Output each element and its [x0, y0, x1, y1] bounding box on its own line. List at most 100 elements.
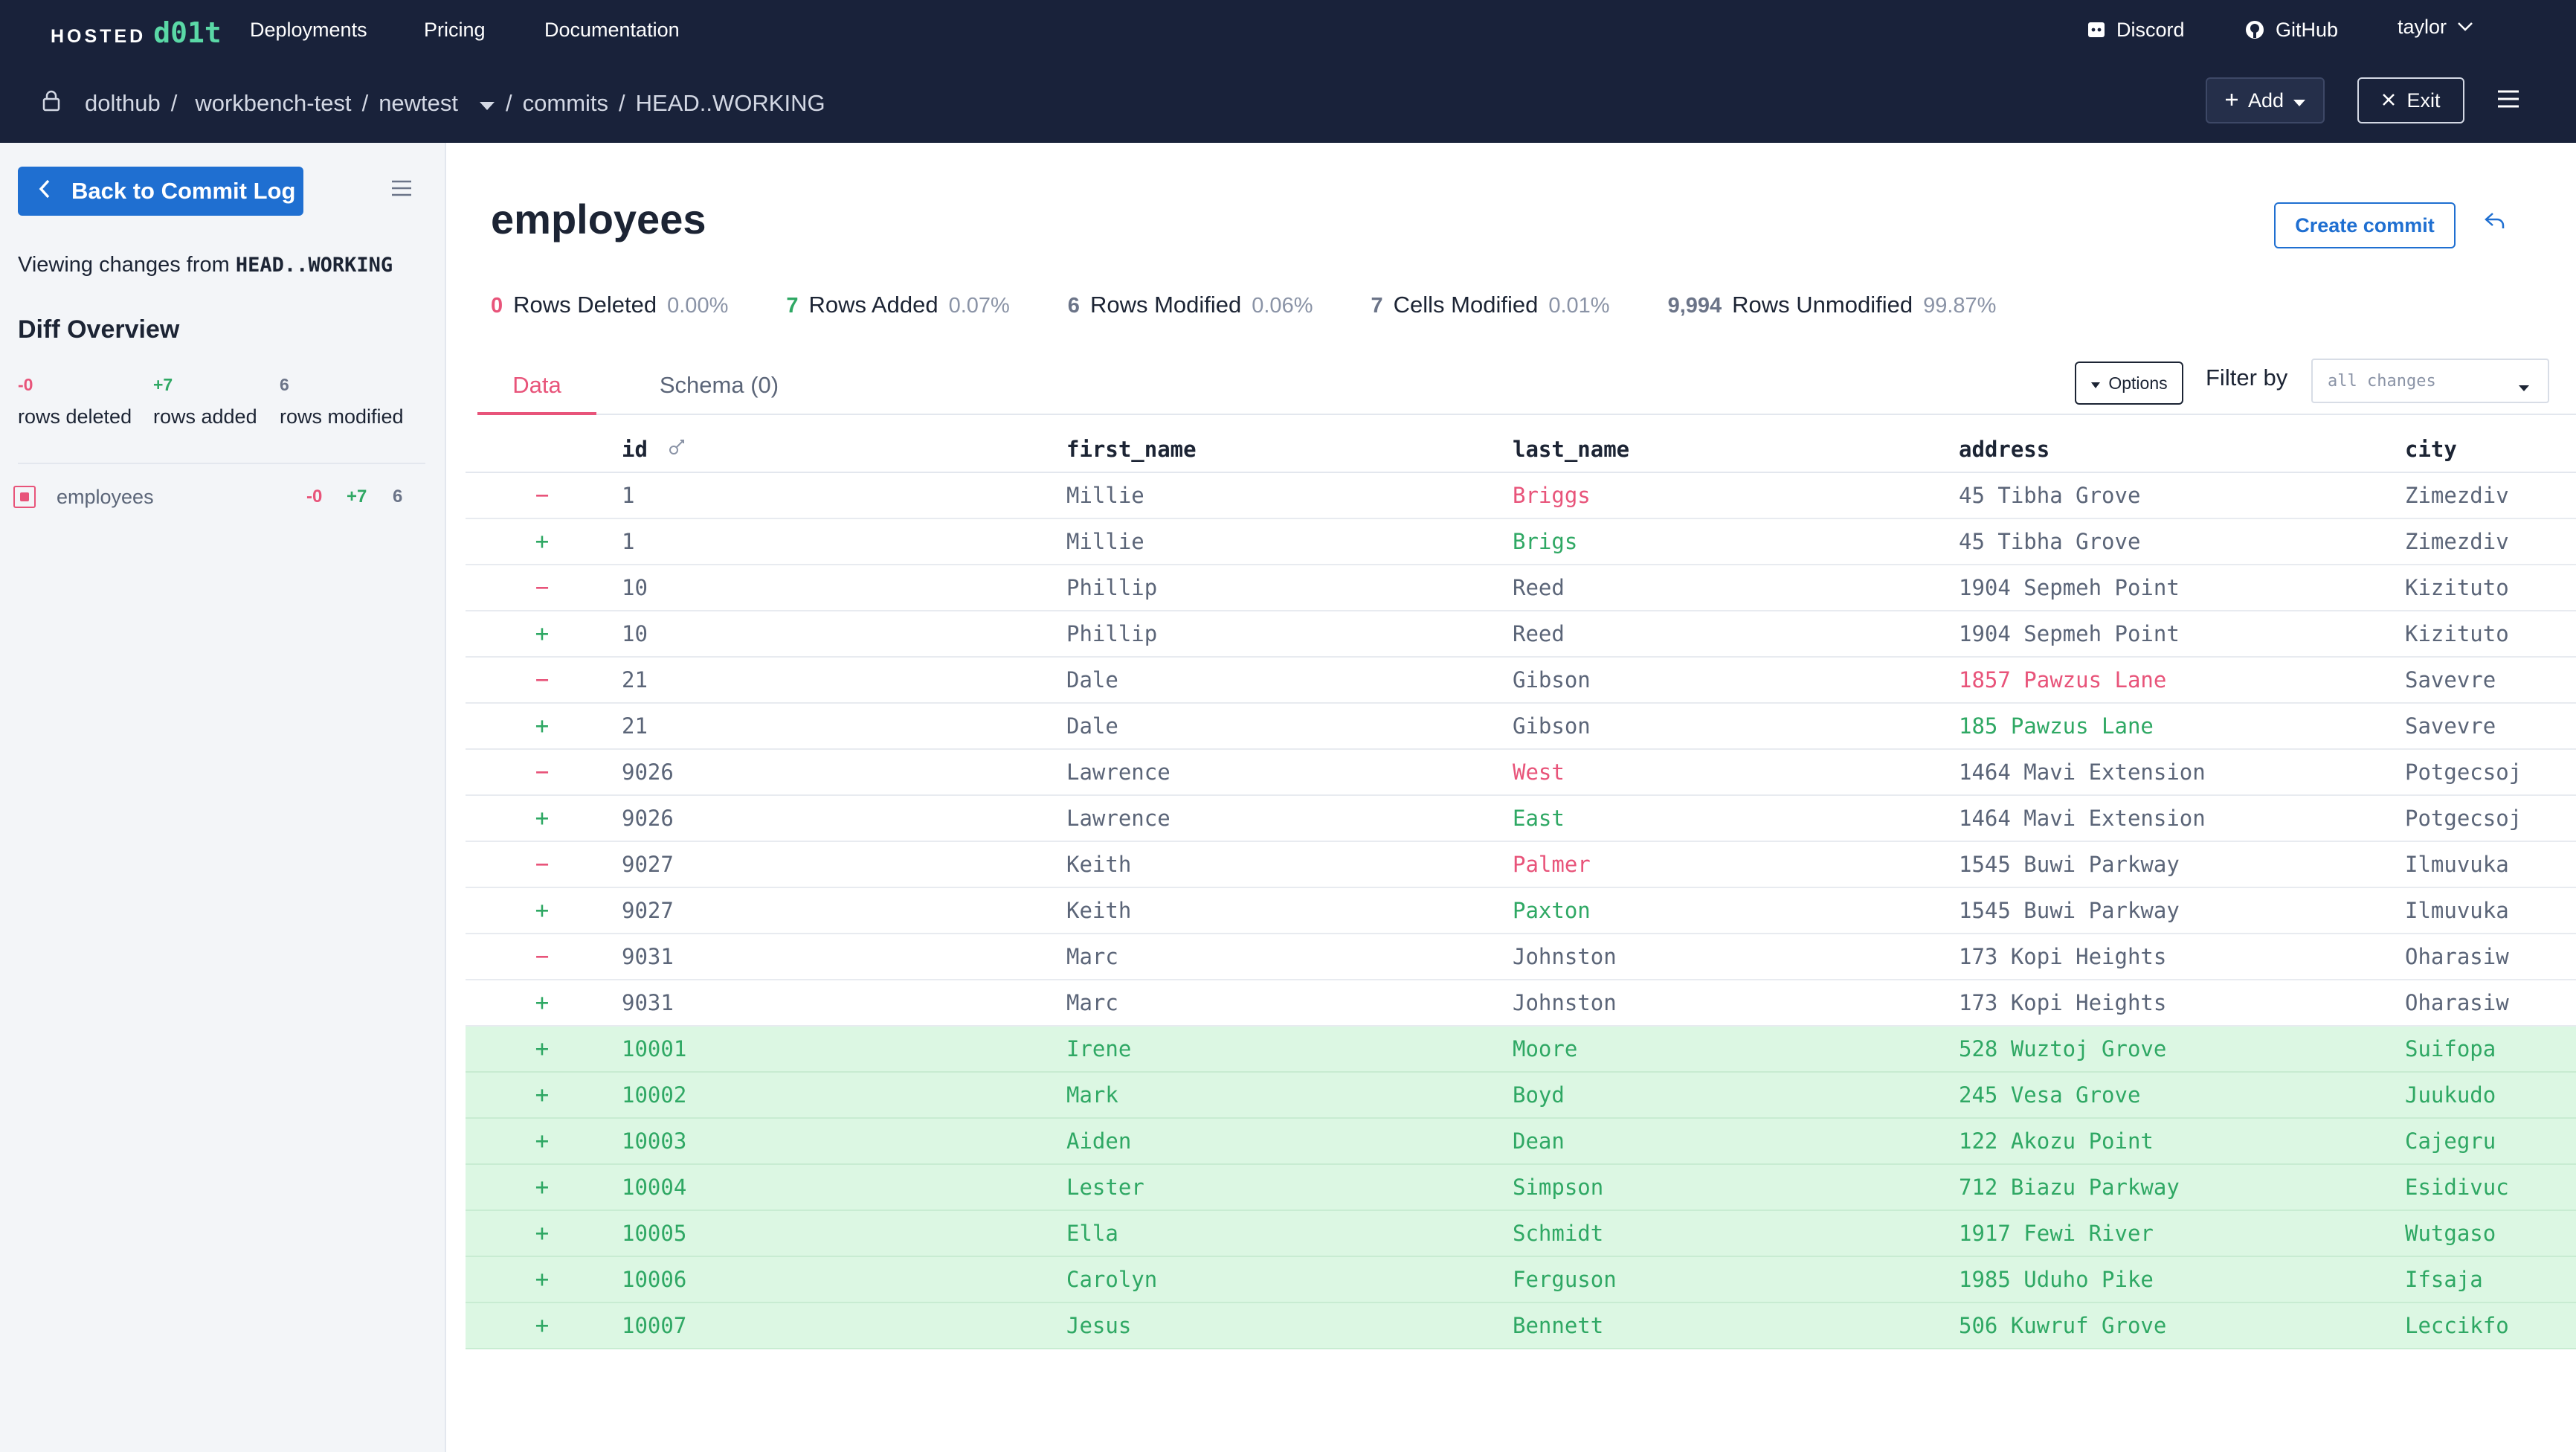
breadcrumb-separator: / — [619, 90, 625, 116]
reply-icon[interactable] — [2484, 211, 2506, 234]
cell-last-name: Simpson — [1513, 1175, 1604, 1200]
column-header-id: id — [622, 427, 686, 472]
page-title: employees — [491, 196, 706, 242]
filter-select[interactable]: all changes — [2311, 359, 2549, 403]
table-modified-count: 6 — [393, 486, 403, 507]
hosted-dolt-logo[interactable]: HOSTED d01t — [51, 16, 222, 49]
close-icon — [2381, 89, 2396, 112]
column-header-city: city — [2405, 437, 2457, 462]
cell-first-name: Phillip — [1066, 575, 1158, 600]
diff-marker: − — [535, 666, 550, 693]
logo-dolt-text: d01t — [153, 16, 222, 49]
table-row: +10 Phillip Reed 1904 Sepmeh Point Kizituto — [466, 611, 2576, 658]
cell-id: 1 — [622, 483, 635, 508]
cell-city: Esidivuc — [2405, 1175, 2509, 1200]
viewing-changes-text: Viewing changes from HEAD..WORKING — [18, 253, 393, 277]
rows-added-label: rows added — [153, 405, 257, 428]
cell-id: 1 — [622, 529, 635, 554]
table-row: +1 Millie Brigs 45 Tibha Grove Zimezdiv — [466, 519, 2576, 565]
sidebar-menu-icon[interactable] — [391, 180, 412, 200]
rows-deleted-label: rows deleted — [18, 405, 132, 428]
diff-marker: + — [535, 1174, 550, 1201]
stat-rows-deleted: -0 rows deleted — [18, 375, 132, 428]
cell-city: Juukudo — [2405, 1082, 2496, 1108]
diff-marker: + — [535, 1128, 550, 1154]
primary-key-icon — [668, 437, 686, 462]
diff-marker: + — [535, 805, 550, 832]
table-added-count: +7 — [347, 486, 367, 507]
nav-deployments[interactable]: Deployments — [250, 19, 367, 41]
diff-marker: + — [535, 1266, 550, 1293]
nav-pricing[interactable]: Pricing — [424, 19, 486, 41]
cell-city: Zimezdiv — [2405, 483, 2509, 508]
table-row: +10007 Jesus Bennett 506 Kuwruf Grove Leccik… — [466, 1303, 2576, 1349]
cell-last-name: Brigs — [1513, 529, 1578, 554]
table-row: +9031 Marc Johnston 173 Kopi Heights Oharasi… — [466, 980, 2576, 1027]
breadcrumb-separator: / — [506, 90, 512, 116]
logo-hosted-text: HOSTED — [51, 26, 146, 47]
cell-last-name: Bennett — [1513, 1313, 1604, 1338]
cell-id: 9027 — [622, 898, 674, 923]
summary-deleted-label: Rows Deleted — [513, 292, 657, 318]
nav-documentation[interactable]: Documentation — [544, 19, 680, 41]
cell-city: Wutgaso — [2405, 1221, 2496, 1246]
table-header-row: id first_name last_name address city — [466, 427, 2576, 473]
exit-button[interactable]: Exit — [2357, 77, 2464, 123]
menu-icon[interactable] — [2497, 89, 2519, 112]
tab-data[interactable]: Data — [477, 366, 596, 415]
table-row: +10006 Carolyn Ferguson 1985 Uduho Pike Ifsa… — [466, 1257, 2576, 1303]
add-button[interactable]: Add — [2206, 77, 2325, 123]
user-menu[interactable]: taylor — [2398, 13, 2473, 40]
breadcrumb-branch[interactable]: newtest — [379, 90, 459, 116]
sidebar-divider — [18, 463, 425, 464]
github-link[interactable]: GitHub — [2244, 16, 2338, 43]
cell-first-name: Lawrence — [1066, 759, 1171, 785]
create-commit-button[interactable]: Create commit — [2274, 202, 2456, 248]
breadcrumb-owner[interactable]: dolthub — [85, 90, 161, 116]
branch-dropdown-icon[interactable] — [479, 90, 495, 117]
table-row: +10004 Lester Simpson 712 Biazu Parkway Esid… — [466, 1165, 2576, 1211]
rows-added-count: +7 — [153, 375, 173, 394]
add-label: Add — [2247, 89, 2284, 112]
discord-link[interactable]: Discord — [2087, 16, 2185, 43]
cell-first-name: Lester — [1066, 1175, 1144, 1200]
cell-id: 10003 — [622, 1128, 687, 1154]
table-row: +21 Dale Gibson 185 Pawzus Lane Savevre — [466, 704, 2576, 750]
cell-first-name: Keith — [1066, 898, 1132, 923]
cell-last-name: Reed — [1513, 621, 1565, 646]
cell-last-name: Johnston — [1513, 944, 1617, 969]
back-to-commit-log-button[interactable]: Back to Commit Log — [18, 167, 303, 216]
diff-marker: + — [535, 1082, 550, 1108]
cell-last-name: Johnston — [1513, 990, 1617, 1015]
diff-marker: + — [535, 1035, 550, 1062]
cell-last-name: Paxton — [1513, 898, 1591, 923]
options-label: Options — [2108, 373, 2168, 393]
cell-id: 9027 — [622, 852, 674, 877]
breadcrumb-database[interactable]: workbench-test — [195, 90, 352, 116]
cell-last-name: Schmidt — [1513, 1221, 1604, 1246]
table-row: +9027 Keith Paxton 1545 Buwi Parkway Ilmuvuk… — [466, 888, 2576, 934]
changed-table-name: employees — [57, 485, 154, 508]
diff-marker: + — [535, 528, 550, 555]
table-row: +9026 Lawrence East 1464 Mavi Extension Potg… — [466, 796, 2576, 842]
plus-icon — [2224, 89, 2239, 112]
cell-city: Suifopa — [2405, 1036, 2496, 1061]
modified-table-icon — [13, 486, 36, 508]
breadcrumb-ref: HEAD..WORKING — [635, 90, 825, 116]
diff-marker: + — [535, 989, 550, 1016]
summary-modified-count: 6 — [1067, 294, 1080, 318]
summary-rows-unmodified: 9,994 Rows Unmodified 99.87% — [1668, 292, 1997, 318]
cell-last-name: Ferguson — [1513, 1267, 1617, 1292]
diff-overview-title: Diff Overview — [18, 315, 180, 344]
cell-address: 185 Pawzus Lane — [1959, 713, 2154, 739]
changed-table-employees[interactable]: employees -0 +7 6 — [13, 476, 425, 518]
breadcrumb-commits[interactable]: commits — [522, 90, 609, 116]
cell-last-name: Boyd — [1513, 1082, 1565, 1108]
tab-schema[interactable]: Schema (0) — [659, 372, 779, 398]
table-deleted-count: -0 — [306, 486, 323, 507]
cell-city: Oharasiw — [2405, 944, 2509, 969]
cell-address: 1857 Pawzus Lane — [1959, 667, 2167, 693]
rows-deleted-count: -0 — [18, 375, 33, 394]
diff-marker: + — [535, 1312, 550, 1339]
options-button[interactable]: Options — [2075, 362, 2183, 405]
